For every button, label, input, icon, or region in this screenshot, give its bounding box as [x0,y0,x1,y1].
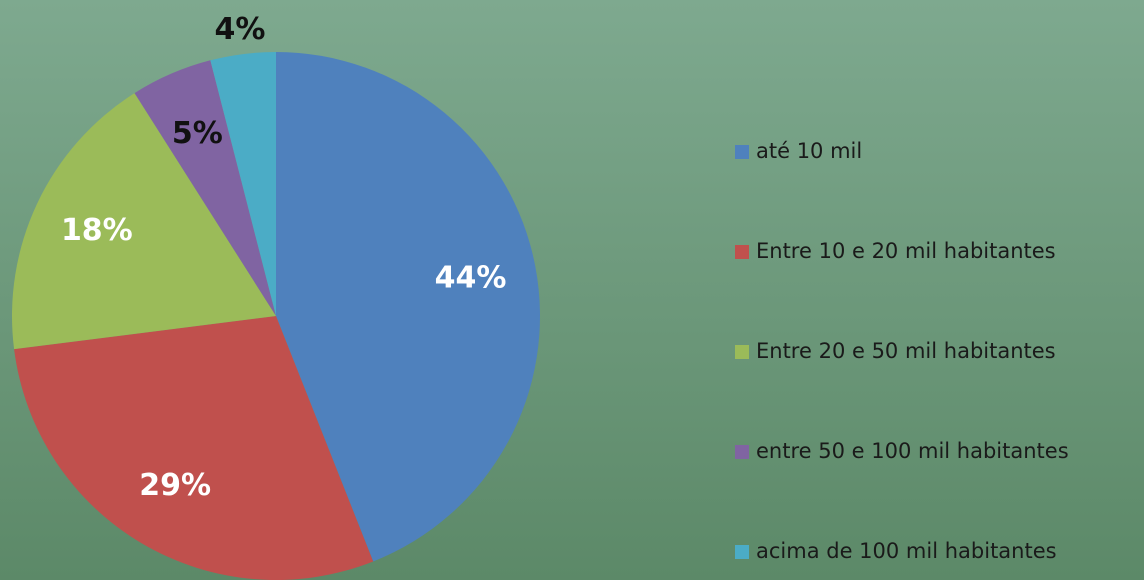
legend-swatch [735,145,749,159]
legend-label: até 10 mil [756,139,862,163]
data-label: 4% [214,12,265,47]
pie-slice [210,52,276,316]
data-label: 44% [435,260,507,295]
legend-label: acima de 100 mil habitantes [756,539,1057,563]
data-label: 29% [139,468,211,503]
pie-slice [276,52,540,562]
pie-slice [134,60,276,317]
legend-swatch [735,245,749,259]
legend-label: entre 50 e 100 mil habitantes [756,439,1069,463]
legend-swatch [735,545,749,559]
legend-label: Entre 20 e 50 mil habitantes [756,339,1056,363]
data-label: 18% [61,213,133,248]
legend-label: Entre 10 e 20 mil habitantes [756,239,1056,263]
legend-swatch [735,445,749,459]
pie-slice [14,316,374,580]
legend-swatch [735,345,749,359]
pie-slice [11,93,276,350]
data-label: 5% [172,116,223,151]
